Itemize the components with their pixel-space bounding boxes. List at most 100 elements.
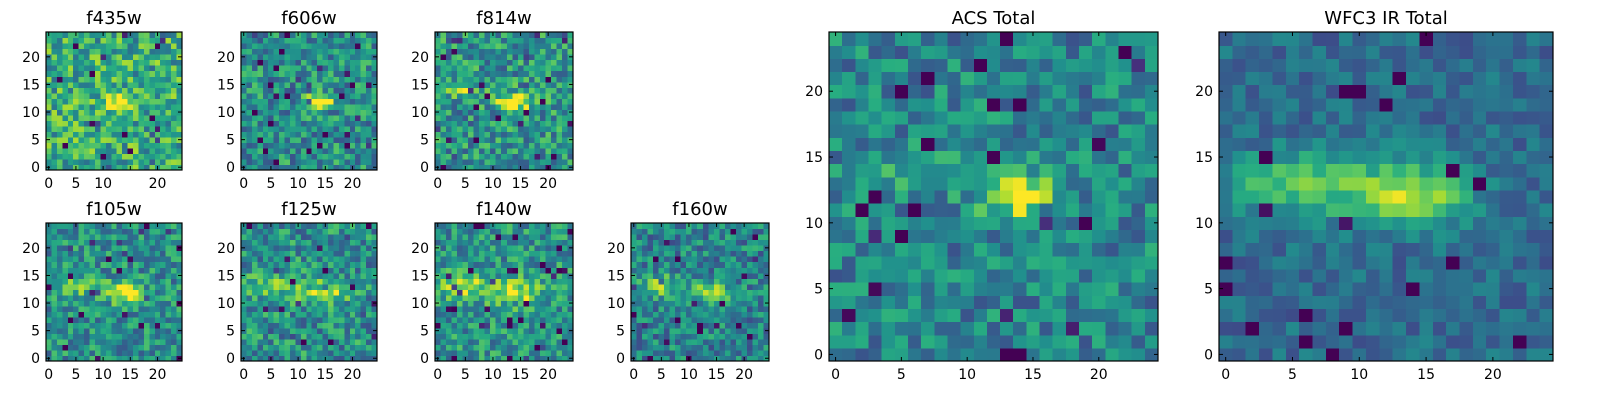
heatmap-cell <box>468 294 475 301</box>
heatmap-cell <box>440 305 447 312</box>
heatmap-cell <box>631 289 638 296</box>
heatmap-cell <box>746 327 754 334</box>
heatmap-cell <box>89 283 96 290</box>
heatmap-cell <box>366 234 373 241</box>
heatmap-cell <box>664 349 671 357</box>
heatmap-cell <box>122 267 129 274</box>
y-tick-label: 20 <box>22 241 40 257</box>
heatmap-cell <box>528 109 535 116</box>
heatmap-cell <box>160 267 167 274</box>
heatmap-cell <box>473 261 480 268</box>
heatmap-cell <box>116 48 123 55</box>
heatmap-cell <box>344 65 351 72</box>
heatmap-cell <box>46 333 53 340</box>
heatmap-cell <box>138 228 145 235</box>
heatmap-cell <box>284 131 291 138</box>
heatmap-cell <box>550 344 558 351</box>
heatmap-cell <box>1131 176 1146 191</box>
heatmap-cell <box>947 189 962 204</box>
heatmap-cell <box>295 153 302 160</box>
heatmap-cell <box>1065 176 1080 191</box>
heatmap-cell <box>462 316 469 323</box>
heatmap-cell <box>473 120 480 127</box>
heatmap-cell <box>567 278 574 285</box>
heatmap-cell <box>512 87 519 94</box>
heatmap-cell <box>528 333 535 340</box>
heatmap-cell <box>495 338 502 346</box>
heatmap-cell <box>539 228 546 235</box>
heatmap-cell <box>154 300 161 307</box>
heatmap-cell <box>344 327 351 334</box>
heatmap-cell <box>534 344 541 351</box>
heatmap-cell <box>523 92 530 99</box>
heatmap-cell <box>241 142 248 149</box>
heatmap-cell <box>279 70 286 77</box>
heatmap-cell <box>741 311 748 318</box>
heatmap-cell <box>262 349 269 357</box>
heatmap-cell <box>539 311 546 318</box>
heatmap-cell <box>51 250 58 257</box>
heatmap-cell <box>567 142 574 149</box>
heatmap-cell <box>512 125 519 132</box>
heatmap-cell <box>78 239 85 246</box>
heatmap-cell <box>451 98 458 105</box>
heatmap-cell <box>1144 163 1159 178</box>
heatmap-cell <box>1026 255 1041 270</box>
heatmap-cell <box>691 256 698 263</box>
heatmap-cell <box>143 250 150 257</box>
heatmap-cell <box>986 321 1001 336</box>
heatmap-cell <box>127 158 134 166</box>
heatmap-cell <box>160 48 167 55</box>
heatmap-cell <box>127 300 134 307</box>
heatmap-cell <box>67 109 74 116</box>
heatmap-cell <box>333 59 340 66</box>
heatmap-cell <box>262 355 269 362</box>
heatmap-cell <box>355 98 362 105</box>
heatmap-cell <box>653 338 660 346</box>
heatmap-cell <box>435 289 442 296</box>
heatmap-cell <box>154 81 161 88</box>
heatmap-cell <box>501 250 508 257</box>
heatmap-cell <box>539 239 546 246</box>
heatmap-cell <box>333 300 340 307</box>
x-tick-label: 0 <box>239 367 248 383</box>
heatmap-cell <box>451 87 458 94</box>
heatmap-cell <box>251 37 258 44</box>
heatmap-cell <box>73 142 80 149</box>
heatmap-cell <box>262 76 269 83</box>
heatmap-cell <box>333 142 340 149</box>
heatmap-cell <box>702 272 709 279</box>
heatmap-cell <box>468 245 475 252</box>
heatmap-cell <box>457 344 464 351</box>
heatmap-cell <box>534 131 541 138</box>
heatmap-cell <box>1079 203 1093 217</box>
heatmap-cell <box>550 239 558 246</box>
heatmap-cell <box>289 234 296 241</box>
heatmap-cell <box>907 295 922 309</box>
heatmap-cell <box>934 189 949 204</box>
heatmap-cell <box>360 54 367 61</box>
heatmap-cell <box>171 92 178 99</box>
heatmap-cell <box>468 136 475 143</box>
heatmap-cell <box>647 272 654 279</box>
heatmap-cell <box>317 136 324 143</box>
heatmap-cell <box>506 349 513 357</box>
y-tick-label: 0 <box>31 351 40 367</box>
heatmap-cell <box>647 311 654 318</box>
heatmap-cell <box>338 283 345 290</box>
heatmap-cell <box>490 283 497 290</box>
heatmap-cell <box>257 87 264 94</box>
heatmap-cell <box>56 147 63 155</box>
heatmap-cell <box>691 289 698 296</box>
heatmap-cell <box>1065 189 1080 204</box>
heatmap-cell <box>311 87 318 94</box>
heatmap-cell <box>1118 176 1133 191</box>
heatmap-cell <box>708 223 715 230</box>
heatmap-cell <box>116 59 123 66</box>
heatmap-cell <box>268 327 275 334</box>
heatmap-cell <box>257 228 264 235</box>
heatmap-cell <box>647 261 654 268</box>
heatmap-cell <box>647 256 654 263</box>
heatmap-cell <box>328 43 335 50</box>
heatmap-cell <box>127 136 134 143</box>
